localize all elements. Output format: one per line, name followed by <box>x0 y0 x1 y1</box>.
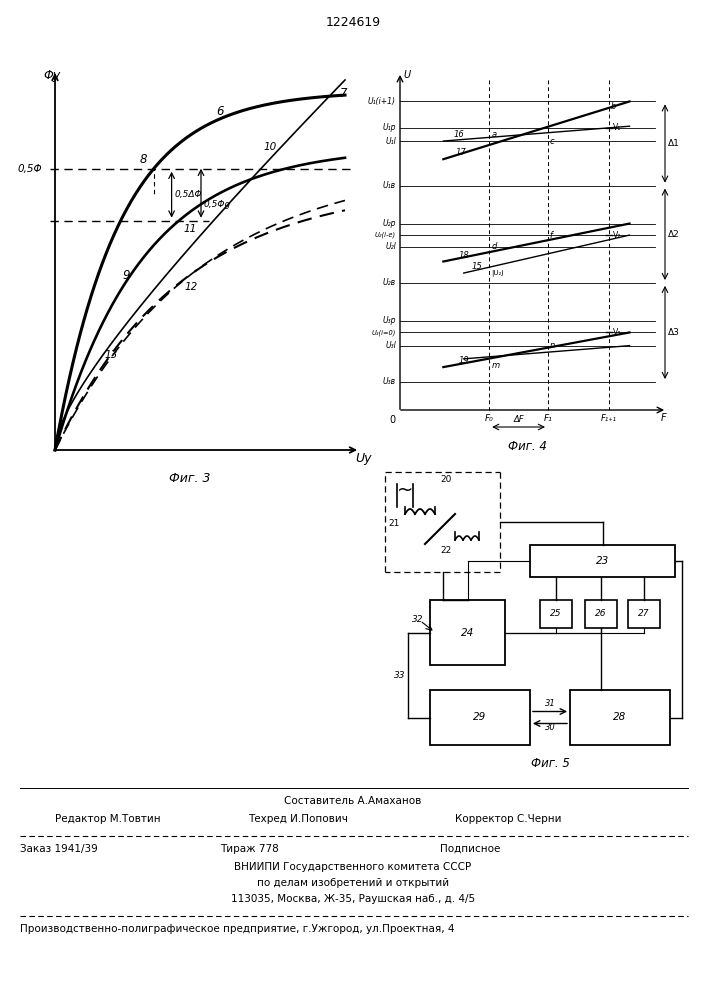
Text: 12: 12 <box>185 282 198 292</box>
Text: 6: 6 <box>216 105 224 118</box>
Text: 28: 28 <box>614 712 626 722</box>
Text: 25: 25 <box>550 609 562 618</box>
Text: V₁: V₁ <box>613 123 621 132</box>
Text: Техред И.Попович: Техред И.Попович <box>248 814 348 824</box>
Text: U₃(i=0): U₃(i=0) <box>372 329 396 336</box>
Text: 0,5ΔΦ: 0,5ΔΦ <box>175 190 202 199</box>
Text: 33: 33 <box>394 670 405 680</box>
Text: 22: 22 <box>440 546 451 555</box>
Text: ~: ~ <box>397 481 413 499</box>
Text: F₀: F₀ <box>485 414 493 423</box>
Text: U₂(i-e): U₂(i-e) <box>375 232 396 238</box>
Text: Производственно-полиграфическое предприятие, г.Ужгород, ул.Проектная, 4: Производственно-полиграфическое предприя… <box>20 924 455 934</box>
Text: U: U <box>403 70 410 80</box>
Text: U₁(i+1): U₁(i+1) <box>368 97 396 106</box>
Text: ВНИИПИ Государственного комитета СССР: ВНИИПИ Государственного комитета СССР <box>235 862 472 872</box>
Text: U₁р: U₁р <box>382 123 396 132</box>
Text: f: f <box>550 231 553 240</box>
Text: ΔF: ΔF <box>513 415 524 424</box>
Text: U₂l: U₂l <box>385 242 396 251</box>
Text: Составитель А.Амаханов: Составитель А.Амаханов <box>284 796 421 806</box>
Bar <box>430 600 505 665</box>
Bar <box>530 545 675 577</box>
Text: U₂р: U₂р <box>382 219 396 228</box>
Text: U₂в: U₂в <box>383 278 396 287</box>
Text: 13: 13 <box>105 350 118 360</box>
Text: c: c <box>550 137 554 146</box>
Text: 0,5Φ: 0,5Φ <box>17 164 42 174</box>
Text: Δ3: Δ3 <box>668 328 680 337</box>
Text: по делам изобретений и открытий: по делам изобретений и открытий <box>257 878 449 888</box>
Text: 20: 20 <box>440 475 451 484</box>
Text: 9: 9 <box>122 269 129 282</box>
Bar <box>585 600 617 628</box>
Text: 10: 10 <box>264 142 277 152</box>
Text: 0: 0 <box>389 415 395 425</box>
Text: Δ2: Δ2 <box>668 230 679 239</box>
Text: Корректор С.Черни: Корректор С.Черни <box>455 814 561 824</box>
Text: 27: 27 <box>638 609 650 618</box>
Text: Фиг. 5: Фиг. 5 <box>530 757 569 770</box>
Text: V₂: V₂ <box>613 231 621 240</box>
Text: 18: 18 <box>458 250 469 259</box>
Text: U₁в: U₁в <box>383 181 396 190</box>
Text: U₃в: U₃в <box>383 377 396 386</box>
Bar <box>540 600 572 628</box>
Text: 21: 21 <box>388 519 399 528</box>
Bar <box>628 600 660 628</box>
Text: Uy: Uy <box>355 452 371 465</box>
Text: 19: 19 <box>458 356 469 365</box>
Text: F₁: F₁ <box>544 414 552 423</box>
Text: F₁₊₁: F₁₊₁ <box>601 414 617 423</box>
Text: V₃: V₃ <box>613 328 621 337</box>
Text: 30: 30 <box>544 722 556 732</box>
Text: U₁l: U₁l <box>385 137 396 146</box>
Text: 23: 23 <box>596 556 609 566</box>
Text: 31: 31 <box>544 698 556 708</box>
Text: Фиг. 4: Фиг. 4 <box>508 440 547 453</box>
Text: Заказ 1941/39: Заказ 1941/39 <box>20 844 98 854</box>
Text: |U₂j: |U₂j <box>491 270 503 277</box>
Text: 1224619: 1224619 <box>325 16 380 29</box>
Text: F: F <box>661 413 667 423</box>
Text: 32: 32 <box>412 614 423 624</box>
Text: 11: 11 <box>184 224 197 234</box>
Bar <box>570 690 670 745</box>
Text: 29: 29 <box>474 712 486 722</box>
Text: Подписное: Подписное <box>440 844 501 854</box>
Text: Редактор М.Товтин: Редактор М.Товтин <box>55 814 160 824</box>
Text: 7: 7 <box>340 87 348 100</box>
Text: 26: 26 <box>595 609 607 618</box>
Text: U₃l: U₃l <box>385 341 396 350</box>
Bar <box>430 690 530 745</box>
Text: 113035, Москва, Ж-35, Раушская наб., д. 4/5: 113035, Москва, Ж-35, Раушская наб., д. … <box>231 894 475 904</box>
Text: U₃р: U₃р <box>382 316 396 325</box>
Text: 0,5Φg: 0,5Φg <box>204 200 231 209</box>
Text: d: d <box>491 242 496 251</box>
Text: b: b <box>611 102 617 111</box>
Text: a: a <box>491 130 496 139</box>
Text: Фиг. 3: Фиг. 3 <box>169 472 211 485</box>
Text: Δ1: Δ1 <box>668 139 680 148</box>
Text: 17: 17 <box>455 148 466 157</box>
Text: Тираж 778: Тираж 778 <box>220 844 279 854</box>
Text: 8: 8 <box>140 153 147 166</box>
Text: m: m <box>491 361 499 370</box>
Text: 15: 15 <box>472 262 482 271</box>
Text: n: n <box>550 341 555 350</box>
Text: Φy: Φy <box>43 68 60 82</box>
Text: 24: 24 <box>461 628 474 638</box>
Text: 16: 16 <box>453 130 464 139</box>
